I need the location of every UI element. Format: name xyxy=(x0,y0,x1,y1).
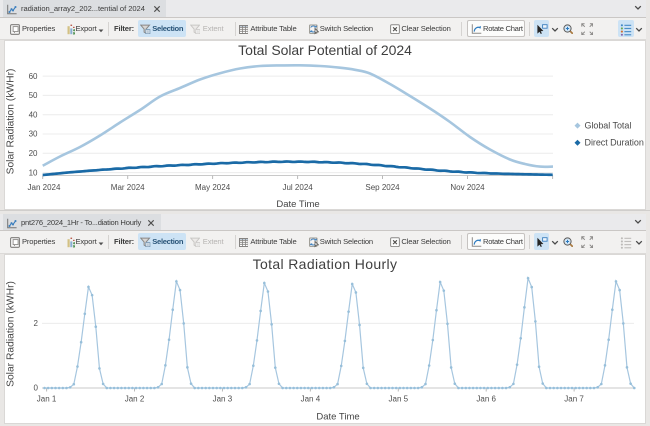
svg-text:Jan 6: Jan 6 xyxy=(476,395,496,404)
svg-text:May 2024: May 2024 xyxy=(195,183,231,192)
svg-text:Global Total: Global Total xyxy=(585,120,632,130)
svg-text:50: 50 xyxy=(29,91,38,100)
svg-text:Mar 2024: Mar 2024 xyxy=(111,183,145,192)
svg-text:Jan 7: Jan 7 xyxy=(564,395,584,404)
svg-text:Jan 2024: Jan 2024 xyxy=(28,183,61,192)
svg-text:Jan 2: Jan 2 xyxy=(125,395,145,404)
svg-text:Total Radiation Hourly: Total Radiation Hourly xyxy=(253,256,398,272)
svg-text:Date Time: Date Time xyxy=(316,412,359,423)
svg-text:40: 40 xyxy=(29,110,38,119)
svg-text:30: 30 xyxy=(29,130,38,139)
svg-text:Jan 1: Jan 1 xyxy=(37,395,57,404)
svg-text:Direct Duration: Direct Duration xyxy=(585,138,644,148)
svg-text:Solar Radiation (kWHr): Solar Radiation (kWHr) xyxy=(6,281,17,387)
svg-text:10: 10 xyxy=(29,168,38,177)
svg-text:Date Time: Date Time xyxy=(276,199,319,210)
svg-text:60: 60 xyxy=(29,72,38,81)
svg-text:Jan 5: Jan 5 xyxy=(389,395,409,404)
svg-text:Total Solar Potential of 2024: Total Solar Potential of 2024 xyxy=(238,42,412,58)
svg-text:Sep 2024: Sep 2024 xyxy=(365,183,400,192)
svg-text:Jan 4: Jan 4 xyxy=(301,395,321,404)
svg-text:Jan 3: Jan 3 xyxy=(213,395,233,404)
svg-text:0: 0 xyxy=(34,384,39,393)
svg-text:Jul 2024: Jul 2024 xyxy=(282,183,313,192)
svg-text:Solar Radiation (kWHr): Solar Radiation (kWHr) xyxy=(6,69,17,175)
svg-text:2: 2 xyxy=(34,319,39,328)
svg-text:Nov 2024: Nov 2024 xyxy=(450,183,485,192)
svg-text:20: 20 xyxy=(29,149,38,158)
